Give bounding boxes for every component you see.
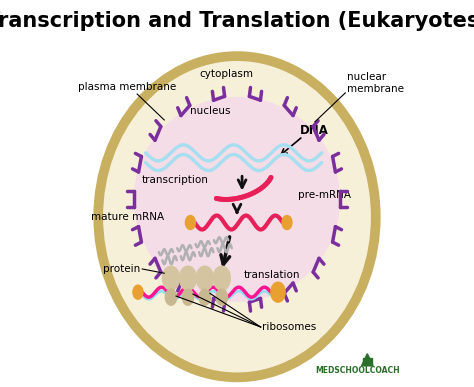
Ellipse shape <box>134 97 340 302</box>
Circle shape <box>182 289 194 305</box>
Text: DNA: DNA <box>300 124 328 137</box>
Circle shape <box>179 266 197 290</box>
Circle shape <box>216 289 228 305</box>
Circle shape <box>199 289 210 305</box>
Ellipse shape <box>98 56 376 377</box>
Text: transcription: transcription <box>141 175 208 185</box>
Text: translation: translation <box>244 270 300 280</box>
Polygon shape <box>362 354 373 366</box>
Circle shape <box>271 282 285 302</box>
Circle shape <box>213 266 230 290</box>
Circle shape <box>185 216 195 229</box>
Circle shape <box>163 266 180 290</box>
Text: ribosomes: ribosomes <box>263 322 317 332</box>
Text: mature mRNA: mature mRNA <box>91 212 164 222</box>
Text: cytoplasm: cytoplasm <box>200 69 254 79</box>
Text: nucleus: nucleus <box>190 106 230 116</box>
Text: plasma membrane: plasma membrane <box>78 82 176 92</box>
Circle shape <box>196 266 213 290</box>
Circle shape <box>133 285 143 299</box>
Text: MEDSCHOOLCOACH: MEDSCHOOLCOACH <box>315 366 400 375</box>
Text: protein: protein <box>103 264 140 274</box>
Text: Transcription and Translation (Eukaryotes): Transcription and Translation (Eukaryote… <box>0 11 474 31</box>
Bar <box>363 358 372 365</box>
Circle shape <box>282 216 292 229</box>
Text: pre-mRNA: pre-mRNA <box>298 190 351 200</box>
Text: nuclear
membrane: nuclear membrane <box>347 72 404 94</box>
Circle shape <box>165 289 177 305</box>
